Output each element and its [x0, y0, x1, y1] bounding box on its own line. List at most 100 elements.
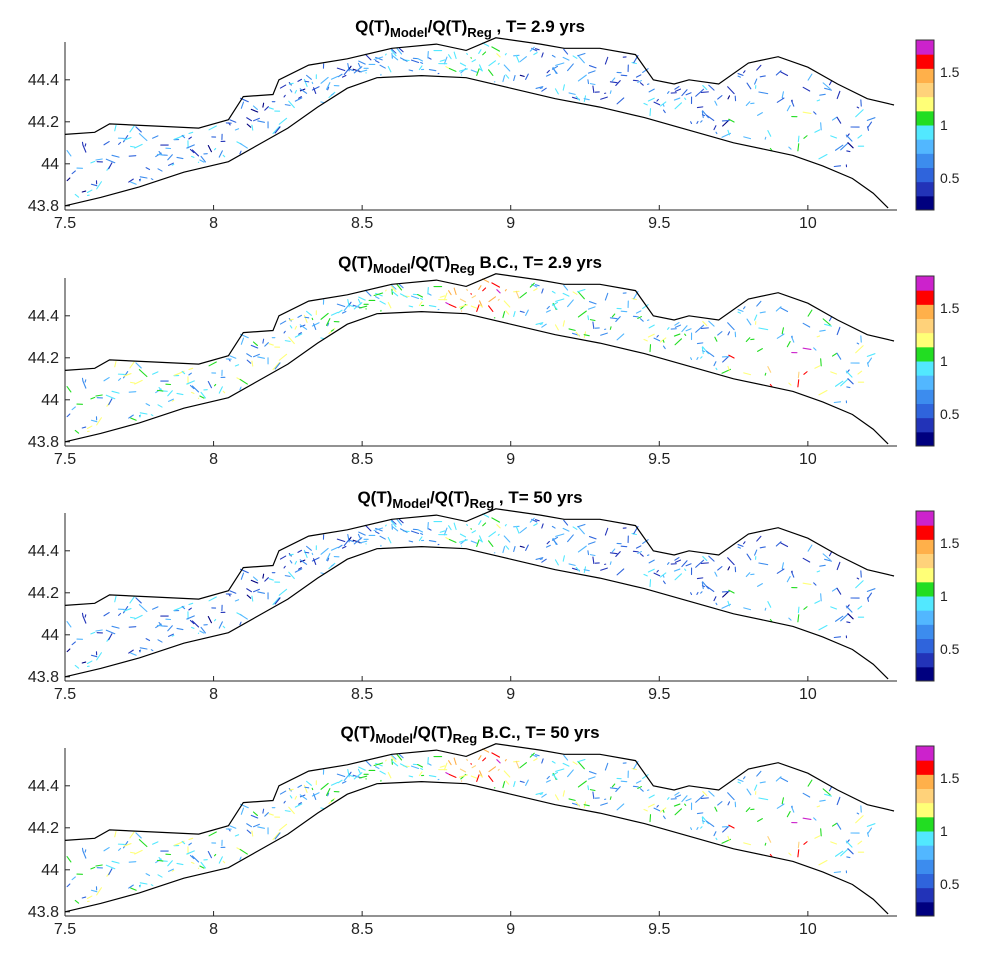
river-segment: [642, 304, 649, 309]
river-segment: [188, 131, 194, 135]
x-tick-label: 9.5: [648, 215, 670, 232]
river-segment: [374, 766, 380, 770]
river-segment: [639, 553, 644, 557]
river-segment: [129, 831, 135, 839]
river-segment: [519, 292, 527, 299]
river-segment: [737, 544, 744, 547]
river-segment: [330, 799, 335, 802]
river-segment: [396, 518, 403, 526]
river-segment: [330, 311, 339, 316]
river-segment: [705, 350, 715, 358]
river-segment: [546, 775, 550, 780]
river-segment: [637, 551, 642, 554]
river-segment: [662, 103, 665, 107]
river-segment: [222, 860, 226, 864]
river-segment: [303, 78, 308, 87]
river-segment: [758, 562, 769, 566]
river-segment: [505, 74, 510, 79]
river-segment: [700, 797, 709, 799]
y-tick-label: 44.4: [28, 778, 59, 795]
river-segment: [635, 74, 642, 78]
river-segment: [756, 300, 762, 307]
river-segment: [398, 518, 404, 524]
river-segment: [831, 116, 838, 121]
river-segment: [176, 392, 184, 396]
river-segment: [139, 414, 142, 418]
river-segment: [325, 82, 331, 90]
colorbar-swatch: [916, 511, 934, 526]
river-segment: [358, 296, 366, 301]
y-tick-label: 43.8: [28, 434, 59, 451]
river-segment: [713, 596, 717, 602]
river-segment: [820, 828, 822, 837]
river-segment: [448, 67, 457, 72]
river-segment: [836, 561, 841, 571]
river-segment: [398, 47, 404, 53]
river-segment: [443, 292, 448, 301]
river-segment: [420, 61, 424, 64]
river-segment: [513, 75, 516, 82]
river-segment: [240, 807, 245, 815]
river-segment: [780, 777, 789, 783]
river-segment: [674, 86, 680, 90]
river-segment: [503, 64, 511, 72]
river-segment: [341, 310, 347, 314]
river-segment: [705, 114, 715, 122]
river-segment: [535, 86, 544, 89]
river-segment: [743, 306, 746, 310]
river-segment: [575, 566, 580, 572]
river-segment: [797, 606, 800, 614]
river-segment: [856, 342, 860, 345]
river-segment: [298, 567, 302, 570]
river-segment: [246, 359, 252, 364]
river-segment: [802, 817, 812, 820]
river-segment: [417, 763, 424, 768]
river-segment: [577, 288, 586, 293]
river-segment: [218, 150, 223, 158]
x-tick-label: 10: [799, 215, 817, 232]
river-segment: [470, 775, 478, 779]
colorbar-swatch: [916, 431, 934, 447]
river-segment: [313, 87, 317, 95]
river-segment: [866, 353, 876, 357]
river-segment: [71, 170, 76, 175]
river-segment: [572, 526, 578, 530]
river-segment: [279, 790, 287, 795]
river-segment: [253, 588, 260, 593]
y-tick-label: 44.4: [28, 308, 59, 325]
river-segment: [482, 287, 487, 292]
river-segment: [105, 864, 116, 870]
river-segment: [399, 293, 408, 298]
colorbar-swatch: [916, 110, 934, 126]
river-segment: [611, 77, 616, 82]
river-segment: [239, 848, 248, 855]
river-segment: [767, 130, 772, 137]
river-segment: [525, 544, 529, 551]
y-tick-label: 43.8: [28, 198, 59, 215]
river-segment: [727, 835, 731, 842]
river-segment: [288, 336, 295, 345]
river-segment: [759, 546, 766, 549]
river-segment: [708, 555, 715, 562]
colorbar-swatch: [916, 581, 934, 597]
river-segment: [294, 97, 303, 102]
river-segment: [262, 573, 265, 579]
river-segment: [643, 338, 648, 342]
river-segment: [807, 73, 813, 81]
river-segment: [364, 759, 372, 767]
river-segment: [568, 92, 576, 95]
river-segment: [533, 758, 538, 762]
river-segment: [358, 766, 366, 771]
river-segment: [294, 568, 303, 573]
river-segment: [90, 396, 96, 400]
river-segment: [759, 311, 766, 314]
river-segment: [545, 544, 551, 548]
region-boundary: [64, 508, 895, 606]
river-segment: [631, 768, 637, 771]
river-segment: [737, 309, 744, 312]
river-segment: [108, 398, 113, 406]
river-segment: [502, 546, 506, 554]
river-segment: [635, 310, 642, 314]
colorbar-swatch: [916, 304, 934, 319]
river-segment: [775, 541, 782, 547]
